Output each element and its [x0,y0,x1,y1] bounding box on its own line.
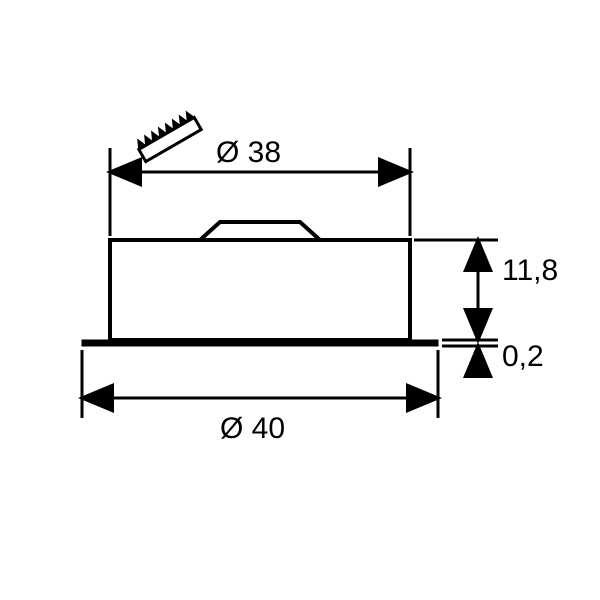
d38-label: Ø 38 [216,136,281,169]
h02-label: 0,2 [502,340,544,373]
dimension-h118: 11,8 [414,240,558,340]
fixture-lid [200,222,320,240]
dimension-h02: 0,2 [442,340,544,378]
technical-drawing: Ø 38 Ø 40 11,8 0,2 [0,0,600,600]
d40-label: Ø 40 [220,412,285,445]
holesaw-icon [134,110,201,162]
dimension-d40: Ø 40 [82,350,438,445]
fixture-flange [82,340,438,346]
h118-label: 11,8 [502,254,558,287]
fixture-body [110,240,410,340]
